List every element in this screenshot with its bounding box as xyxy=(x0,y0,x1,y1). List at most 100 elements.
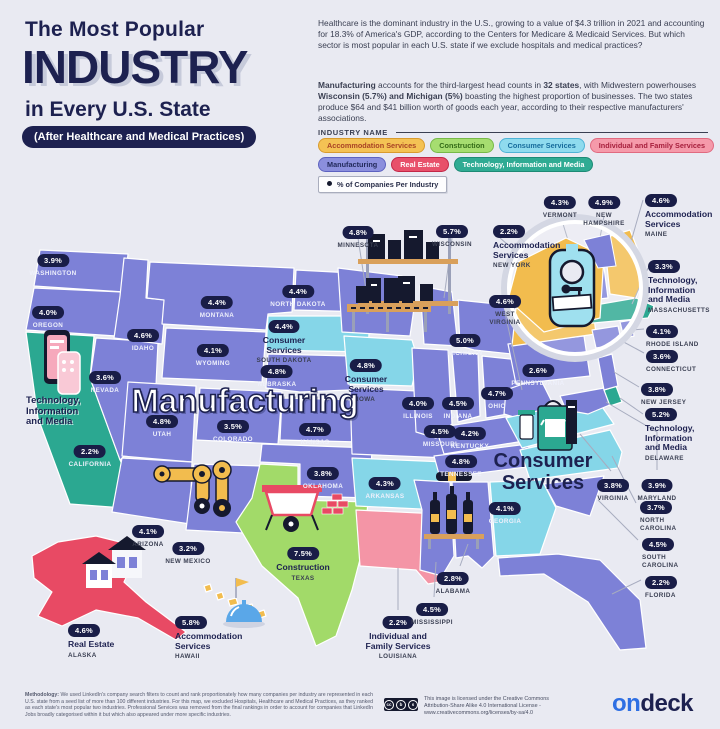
state-label-TN: 4.8% TENNESSEE xyxy=(440,451,482,479)
state-label-RI: 4.1% RHODE ISLAND xyxy=(646,321,699,349)
state-label-IA: 4.8% Consumer Services IOWA xyxy=(345,355,387,404)
pct-pill-KY: 4.2% xyxy=(454,427,486,440)
industry-label-NY: Accommodation Services xyxy=(493,240,561,260)
state-label-ME: 4.6% Accommodation Services MAINE xyxy=(645,190,712,239)
state-label-SC: 4.5% SOUTH CAROLINA xyxy=(642,534,678,569)
legend-heading-label: INDUSTRY NAME xyxy=(318,128,388,137)
state-label-NH: 4.9% NEW HAMPSHIRE xyxy=(583,192,624,227)
state-name-OH: OHIO xyxy=(488,403,506,410)
pct-pill-NJ: 3.8% xyxy=(641,383,673,396)
legend-pill: Construction xyxy=(430,138,494,153)
pct-pill-KS: 4.7% xyxy=(299,423,331,436)
state-label-IL: 4.0% ILLINOIS xyxy=(402,393,434,421)
state-label-OR: 4.0% OREGON xyxy=(32,302,64,330)
pct-pill-AL: 2.8% xyxy=(437,572,469,585)
state-label-CT: 3.6% CONNECTICUT xyxy=(646,346,696,374)
state-name-OK: OKLAHOMA xyxy=(302,483,344,490)
pct-pill-AR: 4.3% xyxy=(369,477,401,490)
state-name-MO: MISSOURI xyxy=(422,441,458,448)
legend-pill: Real Estate xyxy=(391,157,449,172)
pct-pill-MN: 4.8% xyxy=(342,226,374,239)
pct-pill-CA: 2.2% xyxy=(74,445,106,458)
state-label-IN: 4.5% INDIANA xyxy=(442,393,474,421)
cc-sa-icon: s xyxy=(408,699,418,710)
state-name-NV: NEVADA xyxy=(90,387,120,394)
state-name-ME: MAINE xyxy=(645,231,668,239)
state-label-MO: 4.5% MISSOURI xyxy=(423,421,457,449)
state-label-MT: 4.4% MONTANA xyxy=(200,292,235,320)
state-name-AR: ARKANSAS xyxy=(365,493,405,500)
cc-by-icon: b xyxy=(396,699,406,710)
state-label-NE: 4.8% NEBRASKA xyxy=(258,361,297,389)
state-label-UT: 4.8% UTAH xyxy=(146,411,178,439)
state-name-CT: CONNECTICUT xyxy=(646,366,697,373)
wheelbarrow-icon xyxy=(262,485,349,532)
pct-pill-IL: 4.0% xyxy=(402,397,434,410)
state-name-GA: GEORGIA xyxy=(488,518,522,525)
pct-pill-ME: 4.6% xyxy=(645,194,677,207)
state-label-MI: 5.0% MICHIGAN xyxy=(447,330,482,358)
consumer-services-big-label: Consumer Services xyxy=(493,450,593,494)
pct-pill-MS: 4.5% xyxy=(416,603,448,616)
state-name-AZ: ARIZONA xyxy=(132,541,164,548)
state-label-MA: 3.3% Technology, Information and Media MASSA… xyxy=(648,256,710,314)
alaska-houses-icon xyxy=(82,536,146,588)
legend-note-label: % of Companies Per Industry xyxy=(337,180,439,189)
state-name-VT: VERMONT xyxy=(542,212,578,219)
dot-icon xyxy=(327,181,332,186)
state-label-CO: 3.5% COLORADO xyxy=(213,416,253,444)
pct-pill-PA: 2.6% xyxy=(522,364,554,377)
state-name-PA: PENNSYLVANIA xyxy=(511,380,565,387)
legend-pill: Technology, Information and Media xyxy=(453,157,594,172)
ondeck-logo-deck: deck xyxy=(640,690,694,717)
hawaii-cloche-icon xyxy=(223,578,265,628)
state-name-UT: UTAH xyxy=(152,431,172,438)
pct-pill-NM: 3.2% xyxy=(172,542,204,555)
state-name-MS: MISSISSIPPI xyxy=(411,619,453,626)
state-label-CA: 2.2% CALIFORNIA xyxy=(69,441,112,469)
state-name-IA: IOWA xyxy=(356,396,376,404)
pct-pill-NH: 4.9% xyxy=(588,196,620,209)
state-label-KY: 4.2% KENTUCKY xyxy=(451,423,489,451)
pct-pill-MO: 4.5% xyxy=(424,425,456,438)
methodology-text: Methodology: We used LinkedIn's company … xyxy=(25,692,373,718)
pct-pill-ND: 4.4% xyxy=(282,285,314,298)
state-name-NM: NEW MEXICO xyxy=(165,558,211,565)
industry-label-MA: Technology, Information and Media xyxy=(648,275,698,305)
state-label-AZ: 4.1% ARIZONA xyxy=(132,521,164,549)
state-label-NJ: 3.8% NEW JERSEY xyxy=(641,379,686,407)
pct-pill-WY: 4.1% xyxy=(197,344,229,357)
methodology-label: Methodology: xyxy=(25,692,59,698)
pct-pill-NV: 3.6% xyxy=(89,371,121,384)
state-name-MA: MASSACHUSETTS xyxy=(648,306,710,314)
state-name-TN: TENNESSEE xyxy=(440,471,482,478)
state-name-IL: ILLINOIS xyxy=(403,413,433,420)
bottles-icon xyxy=(424,472,484,549)
robot-arm-icon xyxy=(153,460,232,517)
state-label-VA: 3.8% VIRGINIA xyxy=(597,475,629,503)
legend-pill: Manufacturing xyxy=(318,157,387,172)
legend-note: % of Companies Per Industry xyxy=(318,176,448,193)
state-label-AL: 2.8% ALABAMA xyxy=(436,568,471,596)
industry-label-HI: Accommodation Services xyxy=(175,631,243,651)
state-name-HI: HAWAII xyxy=(175,653,200,661)
state-name-LA: LOUISIANA xyxy=(378,653,418,661)
state-name-AL: ALABAMA xyxy=(435,588,471,595)
pct-pill-AZ: 4.1% xyxy=(132,525,164,538)
title-line-1: The Most Popular xyxy=(25,18,205,41)
state-label-NY: 2.2% Accommodation Services NEW YORK xyxy=(493,221,560,270)
pct-pill-HI: 5.8% xyxy=(175,616,207,629)
pct-pill-RI: 4.1% xyxy=(646,325,678,338)
state-label-OH: 4.7% OHIO xyxy=(481,383,513,411)
pct-pill-WV: 4.6% xyxy=(489,295,521,308)
state-name-NH: NEW HAMPSHIRE xyxy=(583,212,625,227)
state-label-WA: 3.9% WASHINGTON xyxy=(29,250,76,278)
state-name-NE: NEBRASKA xyxy=(257,381,297,388)
pct-pill-OK: 3.8% xyxy=(307,467,339,480)
california-industry-label: Technology, Information and Media xyxy=(26,395,81,427)
state-name-MD: MARYLAND xyxy=(637,495,677,502)
pct-pill-MA: 3.3% xyxy=(648,260,680,273)
state-label-TX: 7.5% Construction TEXAS xyxy=(276,543,330,582)
state-label-LA: 2.2% Individual and Family Services LOUISIA… xyxy=(366,612,430,661)
state-name-TX: TEXAS xyxy=(291,574,315,582)
